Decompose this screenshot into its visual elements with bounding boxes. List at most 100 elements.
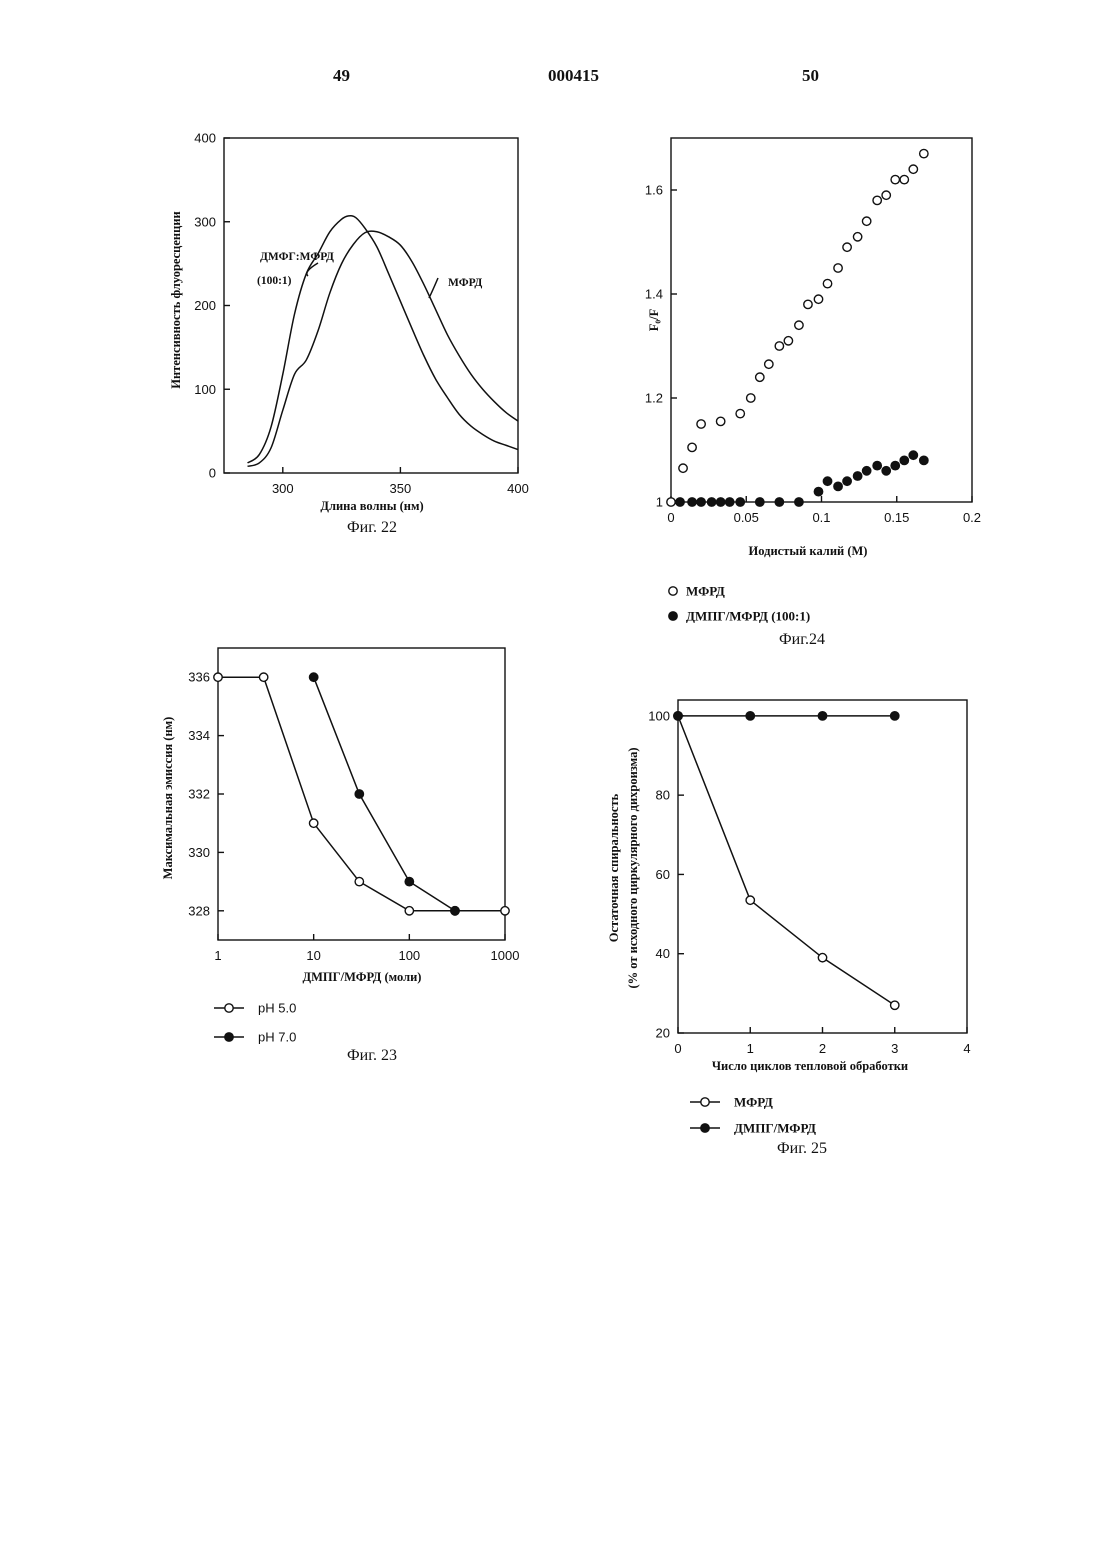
series-line-1: [314, 677, 455, 911]
data-point-1: [920, 456, 928, 464]
x-tick-label: 0.15: [884, 510, 909, 525]
data-point-0: [697, 420, 705, 428]
y-axis-label-secondary: (% от исходного циркулярного дихроизма): [626, 747, 640, 988]
data-point-1: [834, 482, 842, 490]
y-axis-label: Интенсивность флуоресценции: [169, 211, 183, 389]
y-tick-label: 40: [656, 946, 670, 961]
legend-marker: [669, 612, 677, 620]
x-axis-label: Число циклов тепловой обработки: [712, 1059, 908, 1073]
y-tick-label: 60: [656, 867, 670, 882]
data-point-1: [775, 498, 783, 506]
data-point-0: [804, 300, 812, 308]
annotation-pointer: [429, 278, 438, 298]
data-point-1: [355, 790, 363, 798]
y-tick-label: 80: [656, 788, 670, 803]
data-point-0: [214, 673, 222, 681]
data-point-1: [795, 498, 803, 506]
legend-label: pH 7.0: [258, 1030, 296, 1045]
fig22-chart: 3003504000100200300400Длина волны (нм)Фи…: [169, 131, 529, 537]
y-tick-label: 1.2: [645, 391, 663, 406]
data-point-0: [259, 673, 267, 681]
fig23-chart: 1101001000328330332334336ДМПГ/МФРД (моли…: [161, 648, 519, 1064]
fig25-plot-frame: [678, 700, 967, 1033]
data-point-1: [674, 712, 682, 720]
legend-marker: [701, 1098, 709, 1106]
data-point-0: [405, 907, 413, 915]
data-point-1: [862, 467, 870, 475]
legend-marker: [225, 1033, 233, 1041]
data-point-1: [843, 477, 851, 485]
data-point-0: [688, 443, 696, 451]
x-tick-label: 1000: [491, 948, 520, 963]
data-point-0: [909, 165, 917, 173]
data-point-0: [784, 337, 792, 345]
x-tick-label: 1: [747, 1041, 754, 1056]
y-tick-label: 300: [194, 214, 216, 229]
data-point-0: [736, 409, 744, 417]
data-point-1: [309, 673, 317, 681]
fig22-plot-frame: [224, 138, 518, 473]
x-tick-label: 4: [963, 1041, 970, 1056]
legend-label: МФРД: [686, 584, 725, 599]
data-point-1: [882, 467, 890, 475]
legend-label: ДМПГ/МФРД (100:1): [686, 609, 810, 624]
data-point-0: [747, 394, 755, 402]
data-point-0: [834, 264, 842, 272]
data-point-0: [716, 417, 724, 425]
data-point-0: [309, 819, 317, 827]
legend-label: МФРД: [734, 1095, 773, 1110]
series-line-0: [678, 716, 895, 1005]
x-axis-label: Иодистый калий (М): [749, 544, 868, 558]
data-point-0: [355, 877, 363, 885]
x-tick-label: 0: [674, 1041, 681, 1056]
data-point-0: [862, 217, 870, 225]
data-point-0: [891, 1001, 899, 1009]
x-tick-label: 300: [272, 481, 294, 496]
x-tick-label: 10: [306, 948, 320, 963]
curve-annotation: ДМФГ:МФРД: [260, 251, 334, 263]
y-tick-label: 100: [648, 708, 670, 723]
y-tick-label: 1.6: [645, 183, 663, 198]
data-point-0: [667, 498, 675, 506]
data-point-1: [405, 877, 413, 885]
data-point-0: [920, 149, 928, 157]
data-point-0: [843, 243, 851, 251]
data-point-1: [853, 472, 861, 480]
y-tick-label: 328: [188, 903, 210, 918]
legend-label: pH 5.0: [258, 1001, 296, 1016]
y-axis-label: Максимальная эмиссия (нм): [161, 717, 175, 880]
y-tick-label: 1: [656, 495, 663, 510]
x-tick-label: 0.1: [812, 510, 830, 525]
curve-annotation: МФРД: [448, 277, 482, 289]
x-tick-label: 1: [214, 948, 221, 963]
data-point-1: [814, 487, 822, 495]
x-tick-label: 100: [398, 948, 420, 963]
data-point-0: [795, 321, 803, 329]
data-point-0: [775, 342, 783, 350]
y-tick-label: 332: [188, 787, 210, 802]
y-tick-label: 20: [656, 1026, 670, 1041]
data-point-0: [679, 464, 687, 472]
x-tick-label: 0: [667, 510, 674, 525]
figure-caption: Фиг. 25: [777, 1140, 827, 1157]
legend-marker: [225, 1004, 233, 1012]
data-point-0: [814, 295, 822, 303]
data-point-0: [501, 907, 509, 915]
data-point-1: [818, 712, 826, 720]
legend-label: ДМПГ/МФРД: [734, 1121, 816, 1136]
data-point-1: [891, 461, 899, 469]
legend-marker: [669, 587, 677, 595]
data-point-1: [746, 712, 754, 720]
fig24-chart: 00.050.10.150.211.21.41.6Иодистый калий …: [645, 138, 981, 648]
data-point-0: [900, 175, 908, 183]
data-point-1: [725, 498, 733, 506]
legend-marker: [701, 1124, 709, 1132]
x-axis-label: Длина волны (нм): [320, 499, 423, 513]
y-axis-label: F₀/F: [647, 308, 661, 331]
figure-caption: Фиг. 23: [347, 1047, 397, 1064]
data-point-0: [823, 279, 831, 287]
x-axis-label: ДМПГ/МФРД (моли): [303, 970, 422, 984]
x-tick-label: 0.2: [963, 510, 981, 525]
data-point-1: [716, 498, 724, 506]
